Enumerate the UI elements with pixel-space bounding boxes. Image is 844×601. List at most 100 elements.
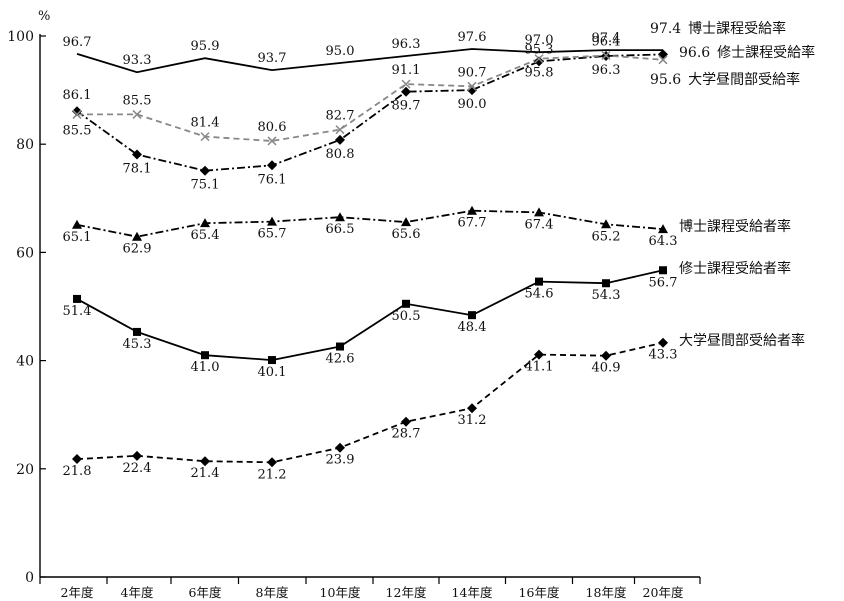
data-label: 64.3 [649, 234, 678, 249]
data-point-s3-2 [132, 109, 142, 119]
data-label: 96.3 [592, 63, 621, 78]
y-axis-unit: % [38, 9, 50, 24]
data-label: 97.4 [592, 31, 621, 46]
series-legend-6: 大学昼間部受給者率 [679, 332, 805, 349]
data-point-s3-5 [335, 125, 345, 135]
data-label: 42.6 [326, 352, 355, 367]
data-label: 78.1 [123, 161, 152, 176]
data-label: 93.3 [123, 53, 152, 68]
data-label: 67.4 [525, 217, 554, 232]
data-point-s3-3 [200, 132, 210, 142]
y-tick-label: 60 [16, 245, 34, 261]
series-name: 大学昼間部受給率 [688, 71, 800, 88]
data-label: 65.4 [191, 228, 220, 243]
data-point-s4-8 [534, 207, 544, 217]
data-point-s2-2 [132, 149, 142, 160]
data-label: 51.4 [63, 304, 92, 319]
data-point-s3-10 [658, 55, 668, 65]
x-tick-label: 14年度 [452, 585, 493, 600]
series-legend-1: 97.4 博士課程受給率 [650, 20, 786, 37]
data-label: 82.7 [326, 109, 355, 124]
series-line-6 [76, 341, 664, 464]
series-legend-4: 博士課程受給者率 [679, 218, 791, 235]
data-point-s2-6 [401, 86, 411, 97]
series-lines [76, 48, 664, 464]
x-tick-label: 10年度 [320, 585, 361, 600]
data-label: 65.1 [63, 230, 92, 245]
data-point-s2-8 [534, 56, 544, 67]
data-point-s6-9 [601, 350, 611, 361]
data-label: 85.5 [123, 93, 152, 108]
data-label: 43.3 [649, 348, 678, 363]
data-point-s4-7 [467, 205, 477, 215]
data-point-s2-1 [72, 106, 82, 117]
data-point-s5-3 [201, 351, 209, 360]
data-label: 89.7 [392, 99, 421, 114]
data-label: 91.1 [392, 63, 421, 78]
x-tick-label: 6年度 [189, 585, 222, 600]
data-point-s5-10 [659, 266, 667, 275]
data-point-s3-7 [467, 81, 477, 91]
data-label: 48.4 [458, 320, 487, 335]
data-label: 21.4 [191, 466, 220, 481]
data-label: 90.0 [458, 97, 487, 112]
data-label: 28.7 [392, 427, 421, 442]
series-end-value: 97.4 [650, 21, 681, 37]
series-legend-5: 修士課程受給者率 [679, 260, 791, 277]
data-label: 40.1 [258, 365, 287, 380]
data-label: 40.9 [592, 361, 621, 376]
data-label: 54.6 [525, 287, 554, 302]
series-markers [72, 49, 668, 468]
series-end-value: 95.6 [650, 72, 681, 88]
data-point-s6-8 [534, 349, 544, 360]
data-point-s4-9 [601, 219, 611, 229]
data-point-s3-6 [401, 79, 411, 89]
data-point-s5-1 [73, 294, 81, 303]
data-point-s6-5 [335, 442, 345, 453]
data-point-s6-3 [200, 456, 210, 467]
data-point-s6-4 [267, 457, 277, 468]
series-legend-2: 96.6 修士課程受給率 [679, 44, 815, 61]
series-line-2 [76, 53, 664, 172]
y-tick-label: 80 [16, 137, 34, 153]
data-point-s2-7 [467, 85, 477, 96]
data-point-s5-6 [402, 299, 410, 308]
data-label: 85.5 [63, 123, 92, 138]
data-point-s4-10 [658, 224, 668, 234]
data-label: 23.9 [326, 453, 355, 468]
data-point-s4-2 [132, 231, 142, 241]
data-labels: 96.7 93.3 95.9 93.7 95.0 96.3 97.6 97.0 97.4 86.1… [63, 30, 678, 482]
data-label: 81.4 [191, 116, 220, 131]
data-point-s4-4 [267, 216, 277, 226]
data-label: 95.0 [326, 44, 355, 59]
data-point-s4-6 [401, 217, 411, 227]
x-tick-label: 12年度 [386, 585, 427, 600]
data-point-s5-2 [133, 327, 141, 336]
data-label: 66.5 [326, 222, 355, 237]
data-label: 96.4 [592, 34, 621, 49]
data-point-s3-9 [601, 50, 611, 61]
series-legend-3: 95.6 大学昼間部受給率 [650, 71, 800, 88]
data-label: 41.1 [525, 360, 554, 375]
data-label: 31.2 [458, 413, 487, 428]
data-label: 65.7 [258, 227, 287, 242]
x-tick-label: 4年度 [121, 585, 154, 600]
data-point-s4-5 [335, 212, 345, 222]
data-label: 93.7 [258, 51, 287, 66]
y-tick-label: 40 [16, 354, 34, 370]
data-point-s3-4 [267, 136, 277, 146]
data-label: 95.8 [525, 66, 554, 81]
x-tick-label: 18年度 [586, 585, 627, 600]
data-label: 21.2 [258, 467, 287, 482]
data-point-s6-7 [467, 403, 477, 414]
series-end-value: 96.6 [679, 45, 710, 61]
x-tick-label: 2年度 [61, 585, 94, 600]
series-line-4 [76, 209, 664, 238]
data-label: 65.2 [592, 229, 621, 244]
data-point-s5-7 [468, 311, 476, 320]
y-tick-label: 0 [25, 570, 34, 586]
data-label: 90.7 [458, 65, 487, 80]
data-point-s6-1 [72, 454, 82, 465]
series-line-3 [77, 54, 664, 142]
